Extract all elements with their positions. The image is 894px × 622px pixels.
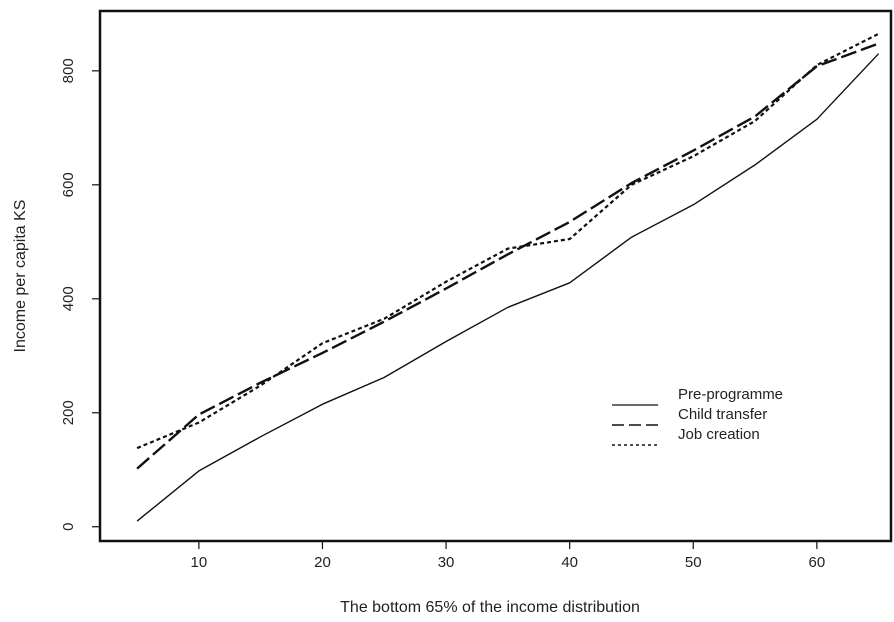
legend-label: Pre-programme bbox=[678, 386, 783, 403]
x-tick-label: 20 bbox=[314, 554, 331, 571]
x-tick-label: 10 bbox=[191, 554, 208, 571]
series-line-child-transfer bbox=[136, 42, 880, 470]
legend: Pre-programme Child transfer Job creation bbox=[612, 386, 783, 446]
x-axis: 10 20 30 40 50 60 bbox=[191, 541, 826, 571]
legend-label: Child transfer bbox=[678, 406, 767, 423]
plot-frame bbox=[98, 9, 893, 543]
legend-label: Job creation bbox=[678, 426, 760, 443]
x-tick-label: 40 bbox=[561, 554, 578, 571]
x-axis-title: The bottom 65% of the income distributio… bbox=[340, 599, 640, 616]
series-line-pre-programme bbox=[136, 53, 880, 522]
y-tick-label: 800 bbox=[60, 58, 77, 83]
series-layer bbox=[136, 32, 880, 522]
x-tick-label: 50 bbox=[685, 554, 702, 571]
y-tick-label: 0 bbox=[60, 523, 77, 531]
y-axis-title: Income per capita KS bbox=[12, 200, 29, 353]
y-tick-label: 400 bbox=[60, 286, 77, 311]
y-tick-label: 600 bbox=[60, 172, 77, 197]
x-tick-label: 30 bbox=[438, 554, 455, 571]
y-axis: 0 200 400 600 800 bbox=[60, 58, 100, 531]
x-tick-label: 60 bbox=[809, 554, 826, 571]
y-tick-label: 200 bbox=[60, 400, 77, 425]
series-line-job-creation bbox=[136, 32, 880, 450]
